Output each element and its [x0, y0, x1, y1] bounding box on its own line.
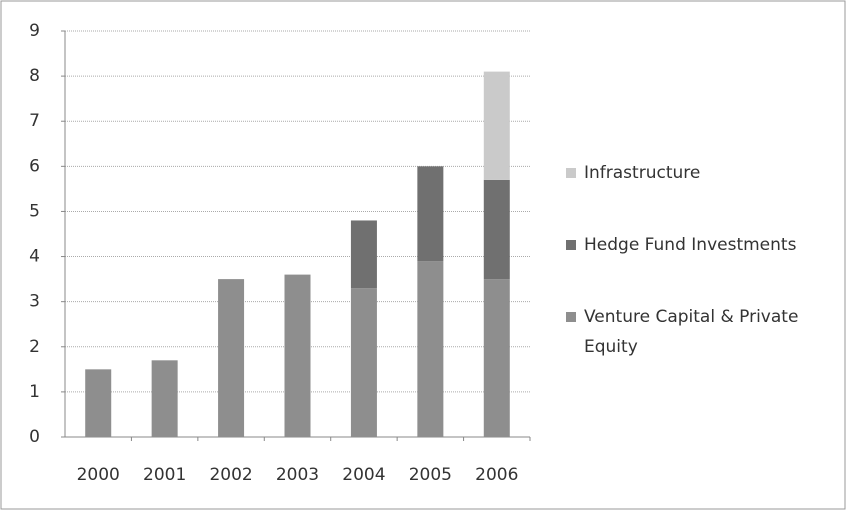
bar-segment	[417, 166, 444, 262]
bar-segment	[284, 274, 311, 437]
bar-segment	[85, 369, 112, 437]
legend-item: Venture Capital & Private Equity	[566, 302, 836, 362]
bar-segment	[151, 360, 178, 437]
y-tick-label: 6	[29, 156, 40, 176]
y-tick-label: 3	[29, 292, 40, 312]
x-tick-label: 2000	[77, 465, 120, 485]
y-tick-label: 9	[29, 21, 40, 41]
x-tick-label: 2006	[475, 465, 518, 485]
bar-segment	[350, 220, 377, 289]
legend-swatch	[566, 312, 576, 322]
x-tick-label: 2005	[409, 465, 452, 485]
legend-item: Infrastructure	[566, 158, 836, 188]
legend-label: Infrastructure	[584, 163, 701, 183]
legend-item: Hedge Fund Investments	[566, 230, 836, 260]
x-tick-label: 2003	[276, 465, 319, 485]
y-tick-label: 7	[29, 111, 40, 131]
legend-swatch	[566, 168, 576, 178]
legend-swatch	[566, 240, 576, 250]
y-tick-label: 5	[29, 201, 40, 221]
bar-segment	[483, 179, 510, 280]
bar-segment	[483, 71, 510, 180]
bar-segment	[483, 279, 510, 437]
y-tick-label: 1	[29, 382, 40, 402]
y-tick-label: 8	[29, 66, 40, 86]
bar-segment	[218, 279, 245, 437]
bar-segment	[350, 288, 377, 437]
bar-segment	[417, 261, 444, 437]
y-tick-label: 4	[29, 247, 40, 267]
legend-label: Hedge Fund Investments	[584, 235, 797, 255]
x-tick-label: 2001	[143, 465, 186, 485]
y-tick-label: 0	[29, 427, 40, 447]
x-tick-label: 2004	[342, 465, 385, 485]
x-tick-label: 2002	[209, 465, 252, 485]
y-tick-label: 2	[29, 337, 40, 357]
legend-label: Venture Capital & Private Equity	[584, 307, 799, 357]
